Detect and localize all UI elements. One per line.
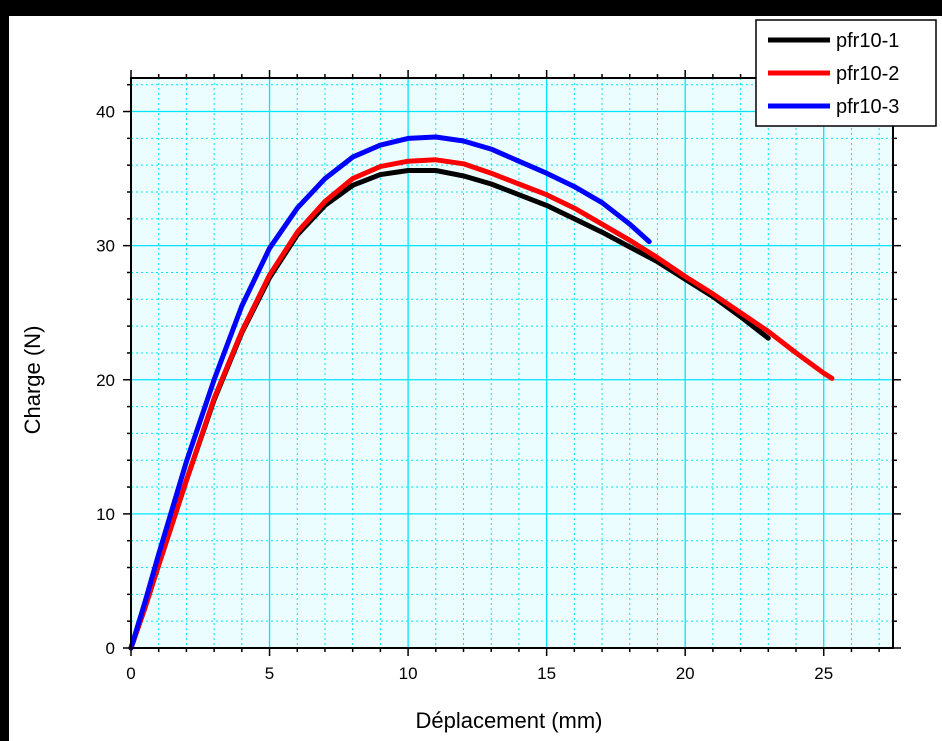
legend-label: pfr10-2 <box>836 63 899 85</box>
x-tick-label: 0 <box>126 664 135 683</box>
series-line-pfr10-3 <box>128 134 652 651</box>
x-tick-label: 25 <box>814 664 833 683</box>
line-chart: 0 5 10 15 20 25 0 10 20 30 40 Déplacement (mm) Ch… <box>20 19 937 733</box>
axis-ticks <box>123 70 901 656</box>
y-tick-label: 30 <box>96 237 115 256</box>
chart-canvas: 0 5 10 15 20 25 0 10 20 30 40 Déplacement (mm) Ch… <box>9 16 942 741</box>
x-tick-label: 10 <box>399 664 418 683</box>
x-axis-title: Déplacement (mm) <box>415 708 602 733</box>
x-tick-labels: 0 5 10 15 20 25 <box>126 664 833 683</box>
x-tick-label: 20 <box>676 664 695 683</box>
series-layer <box>128 134 835 651</box>
y-tick-label: 0 <box>106 639 115 658</box>
y-axis-title: Charge (N) <box>20 326 45 435</box>
legend: pfr10-1 pfr10-2 pfr10-3 <box>755 19 937 127</box>
y-tick-label: 40 <box>96 103 115 122</box>
y-tick-label: 10 <box>96 505 115 524</box>
x-tick-label: 5 <box>265 664 274 683</box>
y-tick-labels: 0 10 20 30 40 <box>96 103 115 658</box>
series-line-pfr10-2 <box>128 157 835 651</box>
x-tick-label: 15 <box>537 664 556 683</box>
plot-border <box>130 77 894 649</box>
legend-label: pfr10-1 <box>836 30 899 52</box>
plot-area <box>131 78 893 648</box>
y-tick-label: 20 <box>96 371 115 390</box>
legend-label: pfr10-3 <box>836 96 899 118</box>
